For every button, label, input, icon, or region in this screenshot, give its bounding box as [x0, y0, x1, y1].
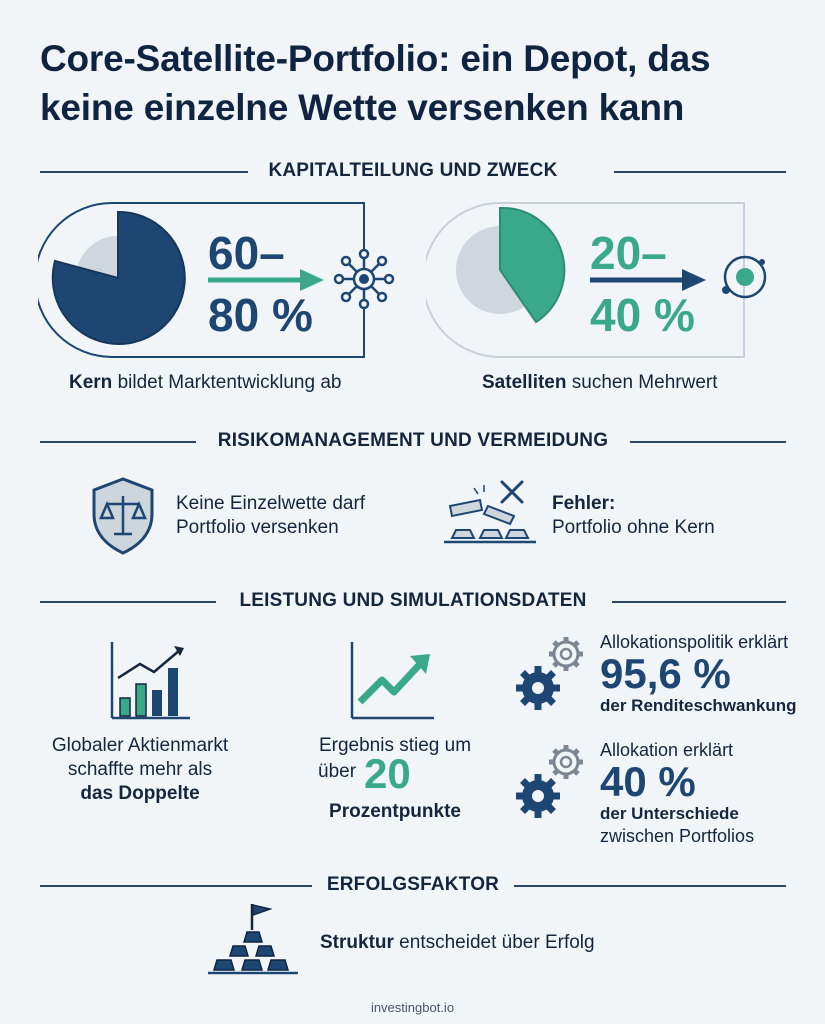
- policy-label: Allokationspolitik erklärt: [600, 632, 789, 652]
- satellite-arrow-icon: [590, 266, 708, 294]
- line-chart-growth-icon: [348, 640, 436, 720]
- satellite-range-top: 20–: [590, 227, 667, 279]
- footer-brand: investingbot.io: [370, 1000, 455, 1015]
- market-text: Globaler Aktienmarkt schaffte mehr als d…: [51, 735, 229, 804]
- alloc-rest: zwischen Portfolios: [600, 826, 755, 846]
- policy-bold: der Renditeschwankung: [600, 696, 797, 715]
- result-line1: Ergebnis stieg um: [318, 735, 472, 756]
- section-heading-performance: LEISTUNG UND SIMULATIONSDATEN: [40, 590, 786, 614]
- gears-icon-allocation: [512, 740, 592, 822]
- result-value: 20: [364, 750, 411, 797]
- section-heading-allocation: KAPITALTEILUNG UND ZWECK: [40, 160, 786, 184]
- core-range-bottom: 80 %: [208, 289, 313, 341]
- gears-icon-policy: [512, 632, 592, 714]
- page-title: Core-Satellite-Portfolio: ein Depot, das…: [40, 38, 711, 128]
- shield-scale-icon: [90, 476, 156, 556]
- alloc-value: 40 %: [600, 758, 696, 805]
- risk-right-text: Fehler: Portfolio ohne Kern: [552, 493, 715, 538]
- bar-chart-growth-icon: [108, 640, 192, 720]
- satellite-pie-chart: [450, 206, 580, 336]
- alloc-label: Allokation erklärt: [600, 740, 734, 760]
- satellite-caption: Satelliten suchen Mehrwert: [482, 372, 718, 393]
- core-range-top: 60–: [208, 227, 285, 279]
- section-heading-risk: RISIKOMANAGEMENT UND VERMEIDUNG: [40, 430, 786, 454]
- stacked-bars-flag-icon: [206, 902, 302, 976]
- result-prefix: über: [318, 761, 357, 782]
- orbit-icon: [718, 250, 772, 304]
- core-pie-chart: [48, 206, 190, 348]
- broken-blocks-icon: [440, 476, 540, 554]
- success-text: Struktur entscheidet über Erfolg: [320, 932, 595, 953]
- section-heading-success: ERFOLGSFAKTOR: [40, 874, 786, 898]
- core-caption: Kern bildet Marktentwicklung ab: [69, 372, 342, 393]
- satellite-range-bottom: 40 %: [590, 289, 695, 341]
- core-arrow-icon: [208, 266, 326, 294]
- risk-left-text: Keine Einzelwette darf Portfolio versenk…: [176, 493, 366, 538]
- network-hub-icon: [333, 248, 395, 310]
- result-bold: Prozentpunkte: [329, 801, 461, 822]
- policy-value: 95,6 %: [600, 650, 731, 697]
- alloc-bold: der Unterschiede: [600, 804, 739, 823]
